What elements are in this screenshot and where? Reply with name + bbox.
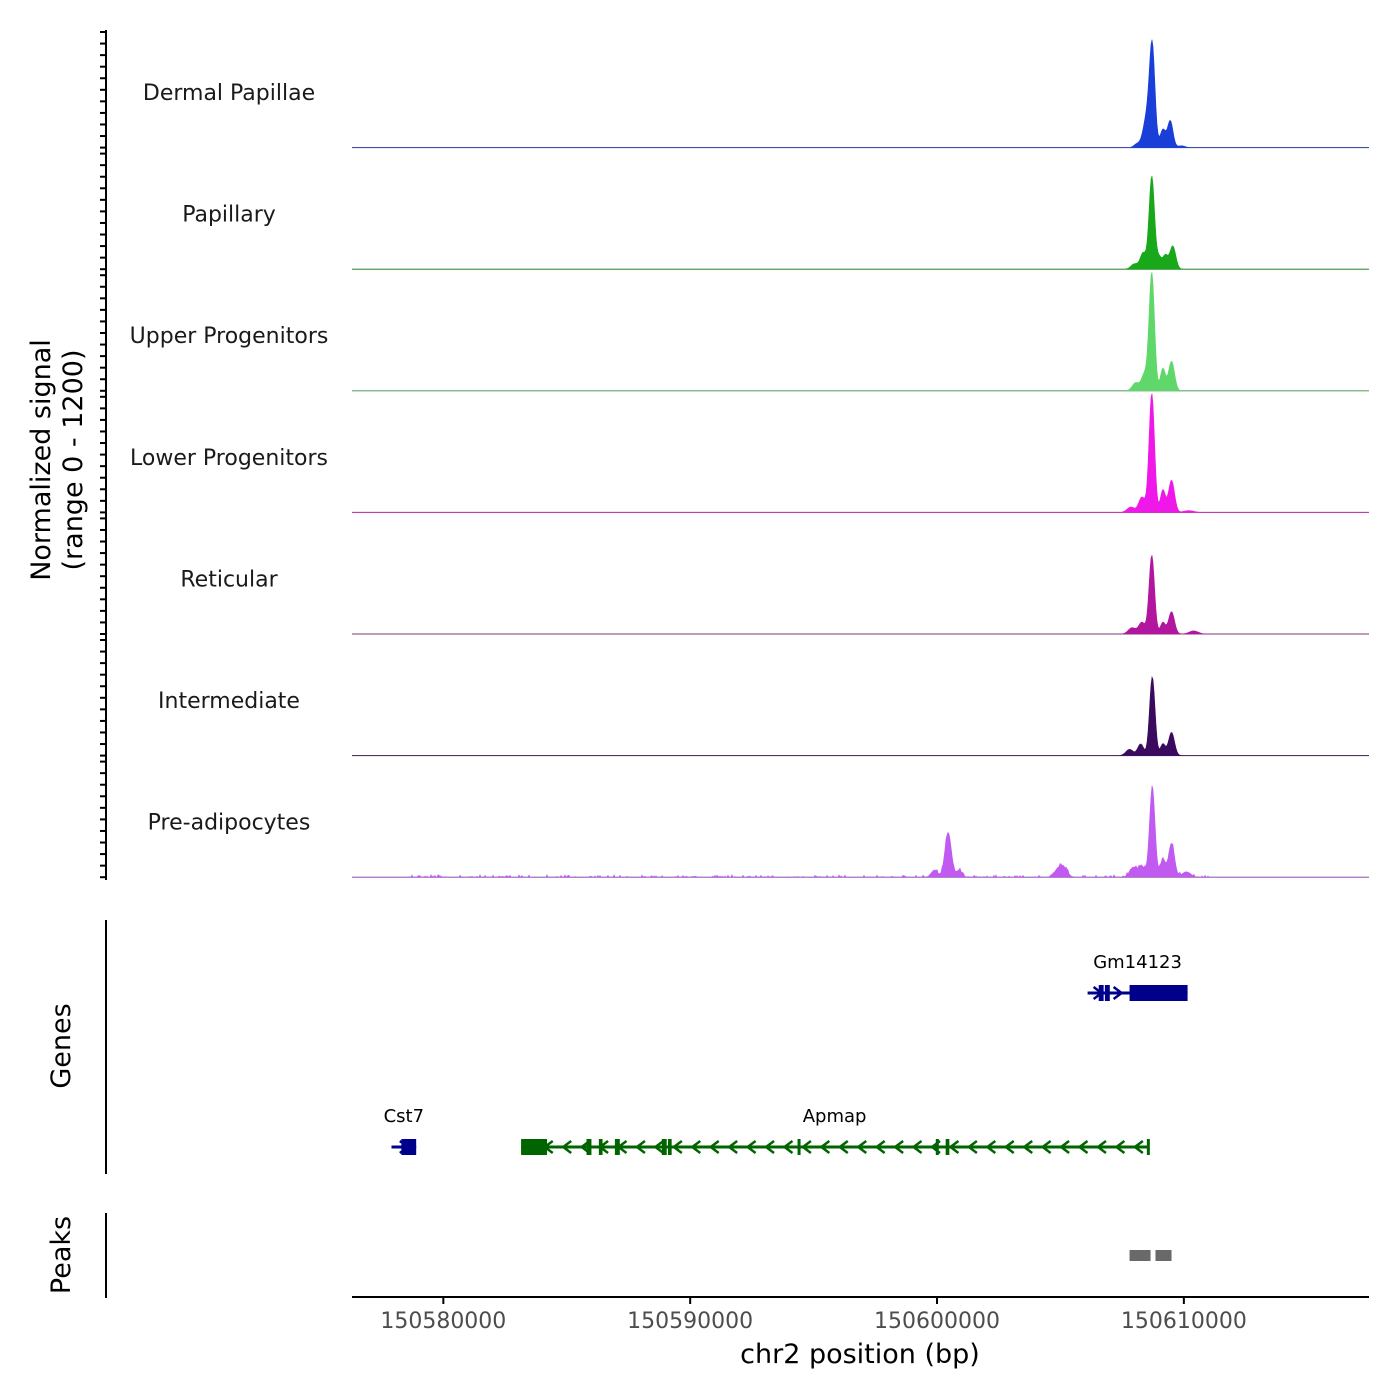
gene-strand-arrow xyxy=(1040,1140,1052,1154)
gene-strand-arrow xyxy=(561,1140,572,1154)
gene-strand-arrow xyxy=(985,1140,997,1154)
gene-strand-arrow xyxy=(1114,1140,1126,1154)
gene-strand-arrow xyxy=(708,1140,720,1154)
gene-strand-arrow xyxy=(1059,1140,1070,1154)
gene-exon xyxy=(797,1139,801,1155)
x-tick-label: 150590000 xyxy=(627,1309,753,1334)
track-label: Dermal Papillae xyxy=(143,81,315,106)
gene-exon xyxy=(1098,985,1104,1001)
x-tick-label: 150610000 xyxy=(1121,1309,1247,1334)
track-signal-area xyxy=(352,272,1369,392)
gene-exon xyxy=(661,1139,667,1155)
genes-panel-label: Genes xyxy=(46,1003,77,1088)
track-label: Upper Progenitors xyxy=(130,324,329,349)
track-label: Reticular xyxy=(180,567,278,592)
gene-exon xyxy=(1146,1139,1150,1155)
gene-strand-arrow xyxy=(800,1140,812,1154)
gene-cst7: Cst7 xyxy=(384,1106,424,1155)
peak-region xyxy=(1129,1250,1151,1261)
track-label: Papillary xyxy=(182,203,276,228)
gene-strand-arrow xyxy=(782,1140,794,1154)
gene-exon xyxy=(935,1139,939,1155)
gene-label: Gm14123 xyxy=(1093,952,1182,973)
gene-apmap: Apmap xyxy=(521,1106,1150,1155)
gene-annotations: Gm14123 Cst7 Apmap xyxy=(384,952,1188,1155)
gene-strand-arrow xyxy=(763,1140,775,1154)
gene-strand-arrow xyxy=(1077,1140,1089,1154)
gene-exon xyxy=(521,1139,548,1155)
gene-exon xyxy=(614,1139,620,1155)
gene-strand-arrow xyxy=(1132,1140,1144,1154)
tracks-axis-ticks xyxy=(100,31,106,879)
gene-strand-arrow xyxy=(874,1140,886,1154)
gene-exon xyxy=(586,1139,592,1155)
gene-strand-arrow xyxy=(966,1140,978,1154)
gene-exon xyxy=(945,1139,950,1155)
gene-strand-arrow xyxy=(1003,1140,1015,1154)
gene-strand-arrow xyxy=(911,1140,923,1154)
genes-label-text: Genes xyxy=(46,1003,77,1088)
gene-strand-arrow xyxy=(634,1140,646,1154)
gene-strand-arrow xyxy=(1095,1140,1107,1154)
gene-strand-arrow xyxy=(690,1140,702,1154)
x-tick-label: 150580000 xyxy=(380,1309,506,1334)
gene-exon xyxy=(598,1139,603,1155)
track-signal-area xyxy=(352,175,1369,270)
gene-strand-arrow xyxy=(671,1140,683,1154)
gene-strand-arrow xyxy=(653,1140,665,1154)
coverage-tracks: Dermal Papillae Papillary Upper Progenitor… xyxy=(130,39,1369,878)
y-axis-label: Normalized signal (range 0 - 1200) xyxy=(26,339,89,581)
track-signal-area xyxy=(352,39,1369,148)
gene-exon xyxy=(667,1139,672,1155)
x-tick-label: 150600000 xyxy=(874,1309,1000,1334)
gene-strand-arrow xyxy=(856,1140,867,1154)
gene-label: Apmap xyxy=(803,1106,867,1127)
gene-exon xyxy=(401,1139,417,1155)
track-signal-area xyxy=(352,555,1369,635)
gene-strand-arrow xyxy=(1022,1140,1033,1154)
gene-exon xyxy=(1104,985,1110,1001)
gene-strand-arrow xyxy=(948,1140,960,1154)
peaks-panel-label: Peaks xyxy=(46,1216,77,1294)
track-label: Intermediate xyxy=(158,689,300,714)
track-label: Lower Progenitors xyxy=(130,446,328,471)
gene-exon xyxy=(1129,985,1188,1001)
x-axis-ticks: 150580000 150590000 150600000 150610000 xyxy=(380,1297,1247,1334)
gene-label: Cst7 xyxy=(384,1106,424,1127)
peak-region xyxy=(1155,1250,1172,1261)
gene-strand-arrow xyxy=(837,1140,849,1154)
y-axis-label-line1: Normalized signal xyxy=(26,339,57,581)
track-signal-area xyxy=(352,675,1369,756)
gene-strand-arrow xyxy=(1112,986,1124,1000)
peaks-label-text: Peaks xyxy=(46,1216,77,1294)
gene-strand-arrow xyxy=(819,1140,831,1154)
gene-strand-arrow xyxy=(745,1140,757,1154)
track-signal-area xyxy=(352,785,1369,878)
gene-gm14123: Gm14123 xyxy=(1087,952,1188,1001)
x-axis-label: chr2 position (bp) xyxy=(740,1339,980,1370)
track-signal-area xyxy=(352,393,1369,513)
gene-strand-arrow xyxy=(727,1140,738,1154)
y-axis-label-line2: (range 0 - 1200) xyxy=(58,350,89,571)
gene-strand-arrow xyxy=(893,1140,904,1154)
track-label: Pre-adipocytes xyxy=(148,811,311,836)
peak-regions xyxy=(1129,1250,1172,1261)
